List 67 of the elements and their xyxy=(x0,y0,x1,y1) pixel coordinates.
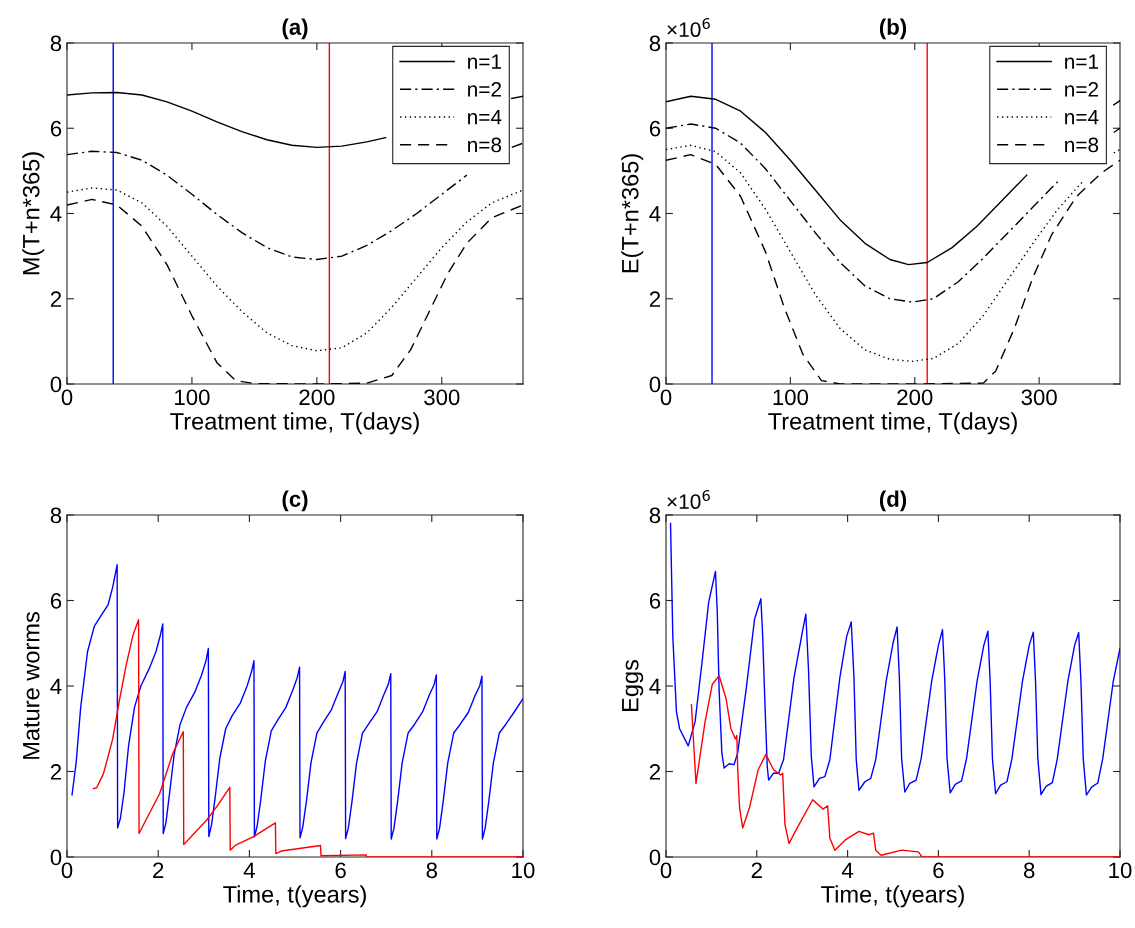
line-series xyxy=(71,563,523,840)
y-axis-title: E(T+n*365) xyxy=(621,154,644,273)
chart-title: (a) xyxy=(282,18,308,40)
x-axis-title: Treatment time, T(days) xyxy=(768,412,1017,435)
y-tick-label: 6 xyxy=(50,120,62,137)
x-tick-label: 6 xyxy=(335,862,346,879)
y-tick-label: 4 xyxy=(649,678,661,695)
x-tick-label: 2 xyxy=(751,862,762,878)
x-tick-label: 0 xyxy=(61,389,73,406)
x-tick-label: 0 xyxy=(61,862,73,879)
legend-label: n=8 xyxy=(468,137,502,153)
x-tick-label: 6 xyxy=(933,862,944,879)
line-series xyxy=(669,522,1120,796)
y-tick-label: 8 xyxy=(50,507,62,524)
x-tick-label: 10 xyxy=(1109,862,1132,879)
y-tick-label: 0 xyxy=(649,849,661,866)
x-axis-title: Time, t(years) xyxy=(821,885,964,908)
x-tick-label: 4 xyxy=(243,862,255,878)
y-axis-title: Eggs xyxy=(622,659,644,711)
x-tick-label: 300 xyxy=(424,389,460,406)
y-tick-label: 2 xyxy=(50,291,62,307)
line-series xyxy=(690,675,1120,857)
y-tick-label: 2 xyxy=(649,764,661,780)
y-tick-label: 8 xyxy=(649,507,661,524)
y-axis-title: Mature worms xyxy=(23,612,40,759)
x-tick-label: 0 xyxy=(660,862,672,879)
legend-label: n=8 xyxy=(1065,137,1099,153)
legend-label: n=4 xyxy=(1065,109,1099,125)
line-series xyxy=(92,619,523,857)
y-tick-label: 2 xyxy=(649,291,661,307)
text: ×10$^{6}$ xyxy=(667,18,710,38)
x-axis-title: Time, t(years) xyxy=(223,885,366,908)
y-tick-label: 4 xyxy=(50,678,62,695)
x-tick-label: 200 xyxy=(299,389,335,406)
x-tick-label: 10 xyxy=(512,862,535,879)
y-tick-label: 2 xyxy=(50,764,62,780)
x-axis-title: Treatment time, T(days) xyxy=(170,412,419,435)
x-tick-label: 300 xyxy=(1021,389,1057,406)
x-tick-label: 200 xyxy=(897,389,933,406)
legend-label: n=1 xyxy=(1065,54,1099,69)
y-tick-label: 6 xyxy=(649,593,661,609)
y-tick-label: 8 xyxy=(649,35,661,52)
y-tick-label: 0 xyxy=(649,376,661,393)
chart-title: (c) xyxy=(282,490,308,512)
x-tick-label: 100 xyxy=(175,389,210,406)
y-tick-label: 4 xyxy=(649,206,661,222)
y-tick-label: 4 xyxy=(50,206,62,222)
x-tick-label: 2 xyxy=(153,862,164,878)
x-tick-label: 100 xyxy=(773,389,809,406)
x-tick-label: 4 xyxy=(841,862,854,878)
y-tick-label: 0 xyxy=(50,849,62,866)
legend-label: n=4 xyxy=(468,109,502,125)
legend-label: n=2 xyxy=(1065,82,1099,97)
legend-label: n=2 xyxy=(468,82,501,97)
x-tick-label: 8 xyxy=(1023,862,1035,879)
y-tick-label: 8 xyxy=(50,35,62,52)
line-series xyxy=(67,187,523,352)
y-tick-label: 6 xyxy=(50,593,62,609)
y-axis-title: M(T+n*365) xyxy=(22,152,45,275)
x-tick-label: 0 xyxy=(660,389,672,406)
y-tick-label: 0 xyxy=(50,376,62,393)
legend-label: n=1 xyxy=(468,54,502,69)
text: ×10$^{6}$ xyxy=(667,490,710,510)
x-tick-label: 8 xyxy=(426,862,438,879)
y-tick-label: 6 xyxy=(649,120,661,137)
chart-title: (d) xyxy=(879,490,907,512)
chart-title: (b) xyxy=(879,18,907,40)
